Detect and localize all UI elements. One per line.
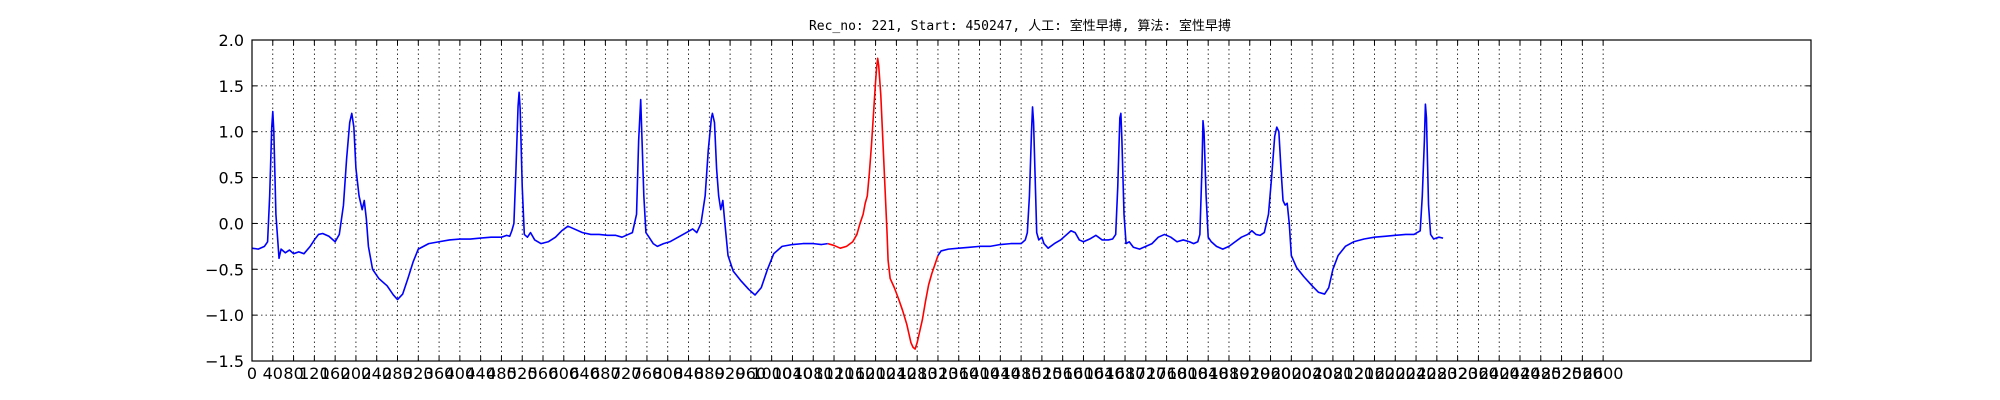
x-tick-label: 2320	[1437, 364, 1478, 383]
x-tick-label: 400	[445, 364, 476, 383]
y-tick-label: 0.0	[219, 214, 244, 233]
x-tick-label: 1480	[1001, 364, 1042, 383]
x-tick-label: 1520	[1022, 364, 1063, 383]
x-tick-label: 2120	[1333, 364, 1374, 383]
y-tick-label: −1.0	[205, 306, 244, 325]
x-tick-label: 1240	[876, 364, 917, 383]
x-tick-label: 880	[694, 364, 725, 383]
x-tick-label: 1760	[1146, 364, 1187, 383]
x-tick-label: 0	[247, 364, 257, 383]
x-tick-label: 600	[549, 364, 580, 383]
grid	[251, 39, 1811, 362]
x-tick-label: 1080	[793, 364, 834, 383]
x-tick-label: 2000	[1271, 364, 1312, 383]
x-tick-label: 2200	[1375, 364, 1416, 383]
x-tick-label: 1000	[751, 364, 792, 383]
y-tick-label: 0.5	[219, 169, 244, 188]
plot-frame	[251, 39, 1812, 362]
x-tick-label: 2280	[1416, 364, 1457, 383]
x-axis: 0 40 8012016020024028032036040044048052056…	[247, 40, 1624, 383]
chart-title: Rec_no: 221, Start: 450247, 人工: 室性早搏, 算法…	[809, 18, 1231, 34]
x-tick-label: 840	[673, 364, 704, 383]
y-tick-label: −0.5	[205, 260, 244, 279]
x-tick-label: 1840	[1188, 364, 1229, 383]
x-tick-label: 1680	[1105, 364, 1146, 383]
x-tick-label: 1720	[1125, 364, 1166, 383]
x-tick-label: 760	[632, 364, 663, 383]
ecg-series-line-3	[937, 103, 1444, 295]
x-tick-label: 2600	[1583, 364, 1624, 383]
x-tick-label: 920	[715, 364, 746, 383]
x-tick-label: 160	[320, 364, 351, 383]
x-tick-label: 2440	[1500, 364, 1541, 383]
x-tick-label: 560	[528, 364, 559, 383]
ecg-series-line-1	[251, 91, 828, 301]
x-tick-label: 1640	[1084, 364, 1125, 383]
y-tick-label: 1.5	[219, 77, 244, 96]
x-tick-label: 2240	[1396, 364, 1437, 383]
x-tick-label: 1440	[980, 364, 1021, 383]
x-tick-label: 80	[283, 364, 303, 383]
x-tick-label: 2520	[1541, 364, 1582, 383]
y-tick-label: −1.5	[205, 352, 244, 371]
x-tick-label: 2160	[1354, 364, 1395, 383]
x-tick-label: 1960	[1250, 364, 1291, 383]
x-tick-label: 2080	[1313, 364, 1354, 383]
series-lines	[251, 57, 1444, 350]
x-tick-label: 680	[590, 364, 621, 383]
x-tick-label: 640	[569, 364, 600, 383]
x-tick-label: 520	[507, 364, 538, 383]
x-tick-label: 2480	[1520, 364, 1561, 383]
x-tick-label: 320	[403, 364, 434, 383]
ecg-series-line-2	[827, 57, 939, 350]
x-tick-label: 1880	[1209, 364, 1250, 383]
y-axis: −1.5 −1.0 −0.5 0.0 0.5 1.0 1.5 2.0	[205, 31, 1811, 371]
x-tick-label: 1800	[1167, 364, 1208, 383]
x-tick-label: 800	[652, 364, 683, 383]
x-tick-label: 1160	[834, 364, 875, 383]
x-tick-label: 440	[465, 364, 496, 383]
x-tick-label: 2360	[1458, 364, 1499, 383]
x-tick-label: 1560	[1042, 364, 1083, 383]
x-tick-label: 1040	[772, 364, 813, 383]
x-tick-label: 1320	[918, 364, 959, 383]
x-tick-label: 280	[382, 364, 413, 383]
x-tick-label: 1280	[897, 364, 938, 383]
x-tick-label: 200	[341, 364, 372, 383]
x-tick-label: 40	[263, 364, 283, 383]
x-tick-label: 480	[486, 364, 517, 383]
y-tick-label: 1.0	[219, 123, 244, 142]
x-tick-label: 1360	[938, 364, 979, 383]
x-tick-label: 2040	[1292, 364, 1333, 383]
x-tick-label: 2400	[1479, 364, 1520, 383]
x-tick-label: 120	[299, 364, 330, 383]
x-tick-label: 1400	[959, 364, 1000, 383]
x-tick-label: 1200	[855, 364, 896, 383]
x-tick-label: 360	[424, 364, 455, 383]
x-tick-label: 720	[611, 364, 642, 383]
x-tick-label: 960	[736, 364, 767, 383]
x-tick-label: 1600	[1063, 364, 1104, 383]
y-tick-label: 2.0	[219, 31, 244, 50]
x-tick-label: 2560	[1562, 364, 1603, 383]
x-tick-label: 240	[361, 364, 392, 383]
x-tick-label: 1120	[814, 364, 855, 383]
x-tick-label: 1920	[1229, 364, 1270, 383]
